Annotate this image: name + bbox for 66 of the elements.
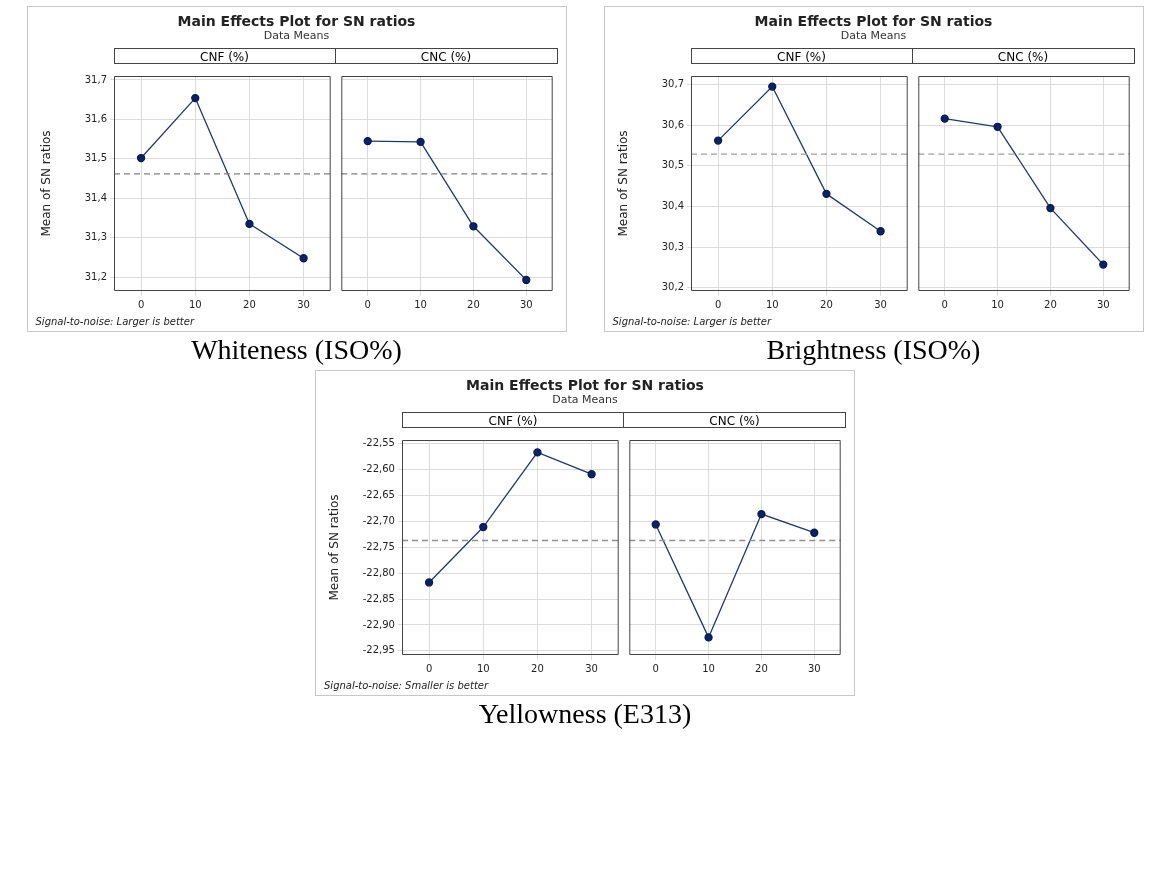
x-tick-label: 0 <box>652 662 659 674</box>
text: Yellowness (E313) <box>478 698 692 730</box>
y-tick-label: -22,85 <box>362 592 395 604</box>
x-axis-title: CNC (%) <box>335 48 558 64</box>
chart-subtitle: Data Means <box>262 29 331 42</box>
x-tick-label: 0 <box>714 298 721 310</box>
y-tick-label: -22,60 <box>362 463 395 475</box>
y-tick-label: -22,65 <box>362 489 395 501</box>
x-axis-title: CNF (%) <box>113 48 336 64</box>
chart-title: Main Effects Plot for SN ratios <box>465 377 705 393</box>
x-tick-label: 0 <box>941 298 948 310</box>
chart-subtitle: Data Means <box>839 29 908 42</box>
x-tick-label: 30 <box>296 298 310 310</box>
x-tick-label: 20 <box>531 662 544 674</box>
x-axis-title: CNC (%) <box>624 412 846 428</box>
y-tick-label: -22,55 <box>362 437 395 449</box>
x-tick-label: 0 <box>425 662 433 674</box>
chart-title: Main Effects Plot for SN ratios <box>753 13 994 29</box>
y-tick-label: 30,4 <box>661 200 684 212</box>
x-tick-label: 0 <box>364 298 371 310</box>
y-tick-label: 30,2 <box>661 281 684 293</box>
chart-title: Main Effects Plot for SN ratios <box>176 13 417 29</box>
x-axis-title: CNF (%) <box>690 48 913 64</box>
y-axis-title: Mean of SN ratios <box>327 494 342 601</box>
chart-subtitle: Data Means <box>551 393 619 406</box>
x-tick-label: 10 <box>702 662 715 674</box>
y-tick-label: 31,2 <box>84 270 107 282</box>
y-tick-label: 30,3 <box>661 240 684 252</box>
y-tick-label: -22,75 <box>362 540 395 552</box>
y-tick-label: -22,95 <box>362 644 395 656</box>
text: Signal-to-noise: Larger is better <box>35 316 196 327</box>
y-tick-label: 30,7 <box>661 78 684 90</box>
x-tick-label: 10 <box>765 298 779 310</box>
x-axis-title: CNF (%) <box>402 412 624 428</box>
y-tick-label: 31,5 <box>84 152 107 164</box>
x-tick-label: 10 <box>476 662 490 674</box>
y-tick-label: 31,6 <box>84 112 107 124</box>
text: Signal-to-noise: Larger is better <box>612 316 773 327</box>
x-tick-label: 30 <box>519 298 533 310</box>
x-tick-label: 30 <box>807 662 821 674</box>
x-tick-label: 20 <box>755 662 768 674</box>
y-tick-label: -22,80 <box>362 566 395 578</box>
x-tick-label: 10 <box>188 298 202 310</box>
y-tick-label: -22,90 <box>362 618 395 630</box>
text: Signal-to-noise: Smaller is better <box>324 680 490 691</box>
x-tick-label: 20 <box>466 298 480 310</box>
y-tick-label: 31,4 <box>84 191 107 203</box>
y-axis-title: Mean of SN ratios <box>38 130 53 237</box>
x-tick-label: 0 <box>137 298 144 310</box>
x-tick-label: 20 <box>242 298 256 310</box>
x-axis-title: CNC (%) <box>912 48 1135 64</box>
y-tick-label: 30,5 <box>661 159 684 171</box>
x-tick-label: 10 <box>413 298 427 310</box>
y-tick-label: -22,70 <box>362 514 395 526</box>
text: Brightness (ISO%) <box>766 334 981 366</box>
text: Whiteness (ISO%) <box>191 334 402 366</box>
x-tick-label: 30 <box>873 298 887 310</box>
x-tick-label: 10 <box>990 298 1004 310</box>
x-tick-label: 30 <box>1096 298 1110 310</box>
y-tick-label: 31,7 <box>84 73 107 85</box>
y-tick-label: 31,3 <box>84 231 107 243</box>
y-axis-title: Mean of SN ratios <box>615 130 630 237</box>
x-tick-label: 30 <box>585 662 598 674</box>
x-tick-label: 20 <box>1043 298 1057 310</box>
y-tick-label: 30,6 <box>661 118 684 130</box>
x-tick-label: 20 <box>819 298 833 310</box>
